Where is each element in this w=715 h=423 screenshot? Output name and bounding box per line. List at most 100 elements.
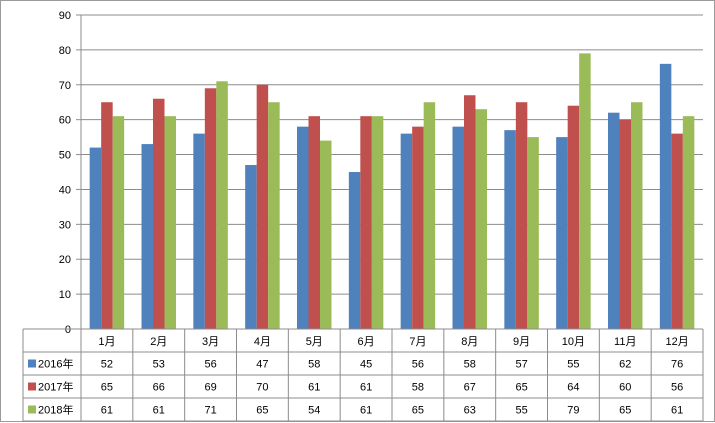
bar-2-4 — [256, 84, 269, 330]
category-label: 3月 — [202, 336, 219, 348]
category-label: 5月 — [306, 336, 323, 348]
bar-2-3 — [204, 88, 217, 330]
bar-1-12 — [659, 63, 672, 329]
data-table-value: 63 — [464, 405, 476, 417]
data-table-value: 54 — [308, 405, 320, 417]
data-table-value: 61 — [308, 382, 320, 394]
bar-2-7 — [412, 126, 424, 330]
data-table-value: 55 — [567, 359, 579, 371]
bar-2-2 — [153, 98, 165, 329]
bar-2-8 — [464, 95, 476, 329]
y-tick-label: 10 — [59, 289, 71, 301]
bar-2-1 — [101, 102, 113, 329]
y-tick-label: 50 — [59, 150, 71, 162]
category-label: 6月 — [358, 336, 375, 348]
legend-label: 2018年 — [38, 403, 73, 417]
y-tick-label: 0 — [65, 324, 71, 336]
y-tick-label: 70 — [59, 80, 71, 92]
y-tick-label: 60 — [59, 115, 71, 127]
legend-label: 2016年 — [38, 357, 73, 371]
data-table-value: 66 — [153, 382, 165, 394]
bar-1-1 — [89, 147, 102, 329]
data-table-value: 58 — [412, 382, 424, 394]
data-table-value: 65 — [619, 405, 631, 417]
data-table-value: 57 — [515, 359, 527, 371]
data-table-value: 62 — [619, 359, 631, 371]
bar-3-2 — [164, 116, 176, 329]
category-label: 10月 — [562, 336, 585, 348]
data-table-value: 65 — [101, 382, 113, 394]
category-label: 12月 — [665, 336, 688, 348]
data-table-value: 61 — [153, 405, 165, 417]
bar-3-9 — [527, 137, 539, 329]
category-label: 4月 — [254, 336, 271, 348]
bar-1-8 — [452, 126, 464, 330]
y-tick-label: 20 — [59, 254, 71, 266]
category-label: 2月 — [150, 336, 167, 348]
bar-1-4 — [245, 165, 257, 329]
bar-3-11 — [631, 102, 643, 329]
bar-1-9 — [504, 130, 516, 329]
bar-1-5 — [297, 126, 309, 330]
bar-3-8 — [475, 109, 487, 329]
bar-3-7 — [423, 102, 436, 329]
category-label: 7月 — [409, 336, 426, 348]
data-table-value: 47 — [256, 359, 268, 371]
data-table-value: 67 — [464, 382, 476, 394]
data-table-value: 65 — [412, 405, 424, 417]
data-table-value: 64 — [567, 382, 579, 394]
y-tick-label: 30 — [59, 219, 71, 231]
data-table-value: 65 — [256, 405, 268, 417]
bar-1-6 — [348, 172, 361, 329]
data-table-value: 70 — [256, 382, 268, 394]
legend-key-1 — [28, 359, 36, 368]
bar-3-10 — [579, 53, 591, 329]
y-tick-label: 80 — [59, 45, 71, 57]
bar-1-10 — [556, 137, 568, 329]
data-table-value: 58 — [464, 359, 476, 371]
bar-3-4 — [268, 102, 280, 329]
data-table-value: 56 — [204, 359, 216, 371]
data-table-value: 58 — [308, 359, 320, 371]
bar-3-3 — [216, 81, 228, 330]
data-table-value: 61 — [671, 405, 683, 417]
bar-2-9 — [515, 102, 528, 329]
bar-2-6 — [360, 116, 372, 329]
y-tick-label: 40 — [59, 184, 71, 196]
bar-3-6 — [371, 116, 384, 329]
data-table-value: 60 — [619, 382, 631, 394]
category-label: 1月 — [98, 336, 115, 348]
category-label: 11月 — [614, 336, 636, 348]
data-table-value: 79 — [567, 405, 579, 417]
data-table-value: 52 — [101, 359, 113, 371]
data-table-value: 61 — [101, 405, 113, 417]
data-table-value: 56 — [671, 382, 683, 394]
bar-1-7 — [400, 133, 413, 329]
legend-label: 2017年 — [38, 380, 73, 394]
data-table-value: 71 — [204, 405, 216, 417]
data-table-value: 45 — [360, 359, 372, 371]
data-table-value: 55 — [515, 405, 527, 417]
data-table-value: 61 — [360, 382, 372, 394]
legend-key-2 — [28, 382, 36, 391]
data-table-value: 56 — [412, 359, 424, 371]
data-table-value: 65 — [515, 382, 527, 394]
bar-3-1 — [112, 116, 125, 329]
y-tick-label: 90 — [59, 10, 71, 22]
data-table-value: 76 — [671, 359, 683, 371]
data-table-value: 69 — [204, 382, 216, 394]
category-label: 8月 — [461, 336, 478, 348]
data-table-value: 53 — [153, 359, 165, 371]
bar-2-12 — [671, 133, 683, 329]
category-label: 9月 — [513, 336, 530, 348]
bar-2-11 — [619, 119, 631, 330]
data-table-value: 61 — [360, 405, 372, 417]
bar-3-5 — [320, 140, 332, 329]
bar-1-11 — [608, 112, 620, 329]
bar-2-5 — [308, 116, 320, 329]
bar-1-3 — [193, 133, 205, 329]
bar-3-12 — [682, 116, 695, 329]
bar-2-10 — [567, 105, 580, 329]
